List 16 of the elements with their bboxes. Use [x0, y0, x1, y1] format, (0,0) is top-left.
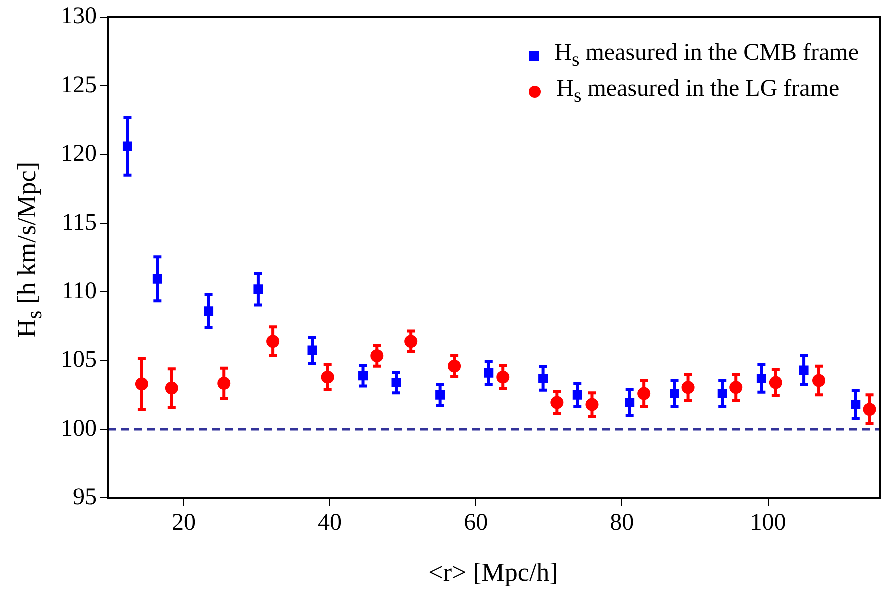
y-tick-label: 95 [73, 484, 97, 510]
y-tick-label: 115 [62, 210, 97, 236]
x-tick-label: 40 [318, 510, 342, 536]
x-tick-label: 60 [464, 510, 488, 536]
y-tick-label: 110 [62, 278, 97, 304]
legend-label: H$_{s}$ measured in the LG frame [556, 76, 840, 108]
x-axis-title: <r> [Mpc/h] [428, 558, 560, 588]
y-tick-label: 105 [61, 347, 97, 374]
legend-label: H$_{s}$ measured in the CMB frame [554, 40, 859, 72]
y-tick-label: 125 [61, 72, 97, 98]
x-tick-label: 80 [610, 510, 634, 536]
y-tick-label: 120 [61, 141, 97, 168]
y-tick-label: 130 [61, 4, 97, 30]
x-tick-label: 100 [750, 510, 786, 536]
x-tick-label: 20 [172, 510, 196, 536]
y-tick-label: 100 [61, 416, 97, 442]
